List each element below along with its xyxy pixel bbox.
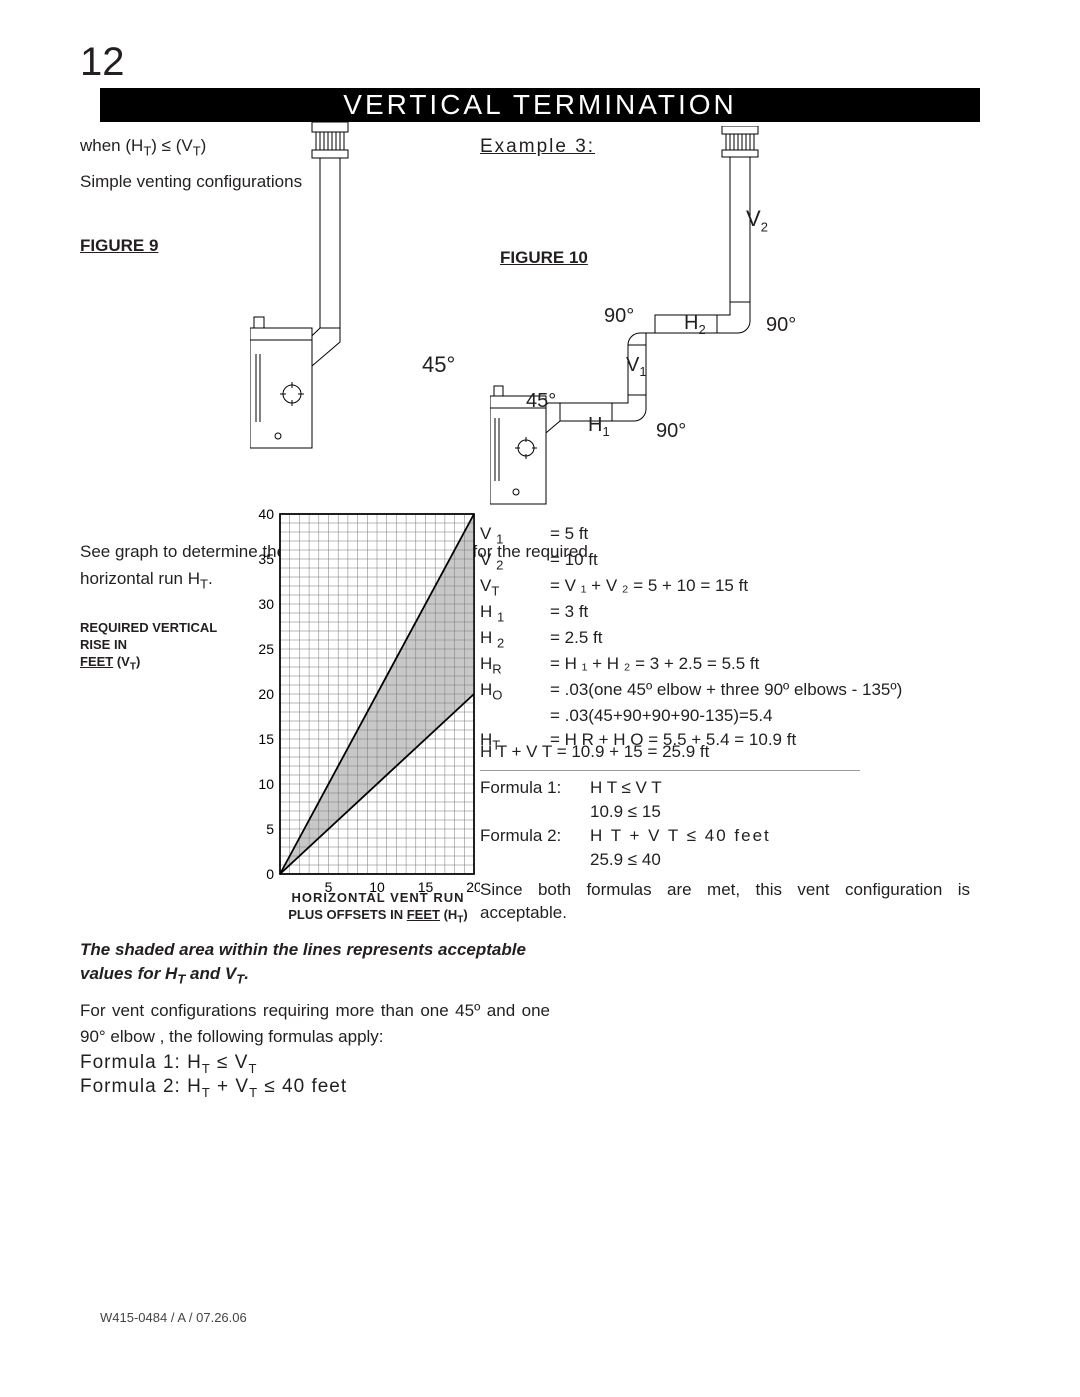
equation-row: HO= .03(one 45º elbow + three 90º elbows… bbox=[480, 679, 980, 704]
document-id: W415-0484 / A / 07.26.06 bbox=[100, 1310, 247, 1325]
page-number: 12 bbox=[80, 40, 125, 85]
vent-chart: 05101520253035405101520 bbox=[250, 508, 480, 908]
formula-2: Formula 2: HT + VT ≤ 40 feet bbox=[80, 1076, 347, 1100]
config-note: For vent configurations requiring more t… bbox=[80, 998, 550, 1049]
v1-label: V1 bbox=[626, 354, 647, 379]
chart-x-label: HORIZONTAL VENT RUN PLUS OFFSETS IN FEET… bbox=[268, 890, 488, 926]
svg-text:15: 15 bbox=[258, 731, 274, 747]
conclusion: Since both formulas are met, this vent c… bbox=[480, 878, 970, 926]
section-title: VERTICAL TERMINATION bbox=[100, 88, 980, 122]
svg-text:20: 20 bbox=[258, 686, 274, 702]
sum-line: H T + V T = 10.9 + 15 = 25.9 ft bbox=[480, 741, 709, 764]
figure-9-diagram bbox=[250, 122, 460, 452]
figure-10-diagram bbox=[490, 126, 980, 516]
svg-text:25: 25 bbox=[258, 641, 274, 657]
chart-y-label: REQUIRED VERTICAL RISE IN FEET (VT) bbox=[80, 620, 250, 673]
equation-row: = .03(45+90+90+90-135)=5.4 bbox=[480, 705, 980, 728]
deg90-c: 90° bbox=[656, 420, 686, 443]
angle-45-label: 45° bbox=[422, 352, 455, 378]
deg45-label: 45° bbox=[526, 390, 556, 413]
equations-block: V 1= 5 ftV 2= 10 ftVT= V ₁ + V ₂ = 5 + 1… bbox=[480, 522, 980, 754]
shaded-area-note: The shaded area within the lines represe… bbox=[80, 938, 550, 988]
equation-row: HR= H ₁ + H ₂ = 3 + 2.5 = 5.5 ft bbox=[480, 653, 980, 678]
svg-text:10: 10 bbox=[258, 776, 274, 792]
equation-row: H 1= 3 ft bbox=[480, 601, 980, 626]
svg-text:30: 30 bbox=[258, 596, 274, 612]
svg-text:40: 40 bbox=[258, 508, 274, 522]
figure-9-label: FIGURE 9 bbox=[80, 236, 158, 256]
formula-1: Formula 1: HT ≤ VT bbox=[80, 1052, 257, 1076]
v2-label: V2 bbox=[746, 206, 768, 234]
deg90-a: 90° bbox=[604, 305, 634, 328]
deg90-b: 90° bbox=[766, 314, 796, 337]
svg-text:0: 0 bbox=[266, 866, 274, 882]
equation-row: VT= V ₁ + V ₂ = 5 + 10 = 15 ft bbox=[480, 575, 980, 600]
right-column: Example 3: FIGURE 10 bbox=[480, 130, 980, 158]
equation-row: H 2= 2.5 ft bbox=[480, 627, 980, 652]
h1-label: H1 bbox=[588, 414, 610, 439]
svg-text:5: 5 bbox=[266, 821, 274, 837]
equation-row: V 2= 10 ft bbox=[480, 549, 980, 574]
h2-label: H2 bbox=[684, 312, 706, 337]
left-column: when (HT) ≤ (VT) Simple venting configur… bbox=[80, 130, 480, 594]
equation-row: V 1= 5 ft bbox=[480, 523, 980, 548]
svg-text:35: 35 bbox=[258, 551, 274, 567]
sum-and-formulas: H T + V T = 10.9 + 15 = 25.9 ft Formula … bbox=[480, 740, 980, 925]
